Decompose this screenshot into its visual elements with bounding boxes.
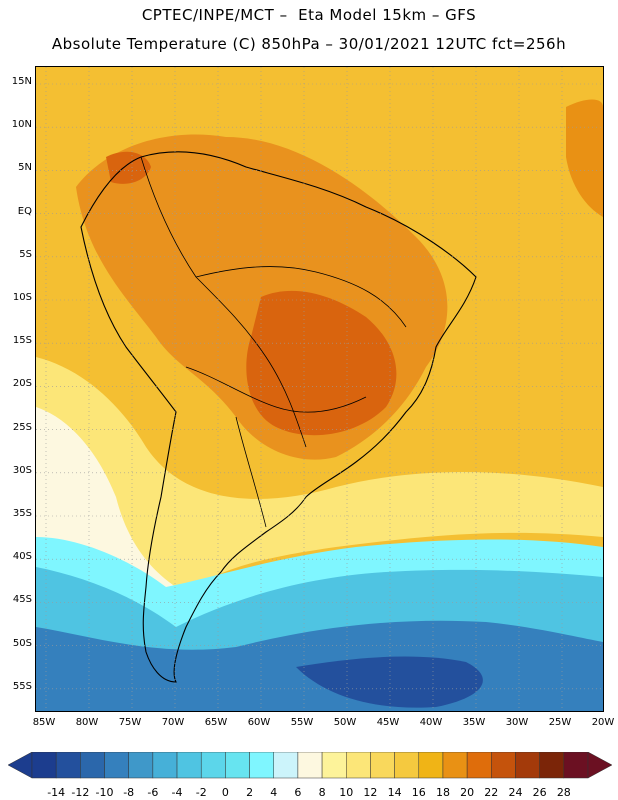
title-line-1: CPTEC/INPE/MCT – Eta Model 15km – GFS xyxy=(141,6,477,24)
longitude-label: 65W xyxy=(204,717,228,728)
colorbar-right-arrow xyxy=(587,752,612,779)
longitude-label: 75W xyxy=(118,717,142,728)
colorbar-swatch xyxy=(55,752,81,779)
colorbar-label: 28 xyxy=(556,786,571,799)
border-line xyxy=(195,266,407,328)
colorbar-swatch xyxy=(442,752,468,779)
latitude-label: 30S xyxy=(12,464,32,476)
hot-north-region xyxy=(106,151,151,184)
latitude-label: 15N xyxy=(11,76,32,87)
colorbar-swatch xyxy=(176,752,202,779)
colorbar-label: -4 xyxy=(171,786,183,799)
colorbar-label: 14 xyxy=(387,786,402,799)
graticule xyxy=(36,67,603,711)
colorbar-swatch xyxy=(563,752,589,779)
continent-outline xyxy=(80,151,477,683)
latitude-label: 25S xyxy=(12,421,32,433)
colorbar-swatch xyxy=(104,752,129,779)
colorbar-label: 6 xyxy=(294,786,302,799)
hot-core-region xyxy=(246,290,397,436)
latitude-label: 10S xyxy=(12,292,32,303)
colorbar-label: -12 xyxy=(71,786,90,799)
colorbar-label: 26 xyxy=(532,786,547,799)
colorbar-swatch xyxy=(370,752,395,779)
longitude-label: 55W xyxy=(290,717,314,728)
colorbar-label: 4 xyxy=(270,786,278,799)
latitude-label: 40S xyxy=(12,551,32,563)
colorbar-swatch xyxy=(273,752,299,779)
colorbar-swatch xyxy=(152,752,178,779)
border-line xyxy=(235,416,267,528)
colorbar-label: 16 xyxy=(411,786,426,799)
longitude-label: 25W xyxy=(548,717,572,728)
colorbar-swatch xyxy=(346,752,371,779)
colorbar-swatch xyxy=(321,752,347,779)
latitude-label: 10N xyxy=(11,119,32,131)
longitude-label: 35W xyxy=(462,717,486,728)
longitude-label: 50W xyxy=(333,717,357,728)
latitude-label: 20S xyxy=(12,378,32,390)
latitude-label: 5N xyxy=(18,162,32,174)
colorbar-swatch xyxy=(31,752,57,779)
longitude-label: 70W xyxy=(161,717,185,728)
longitude-label: 30W xyxy=(505,717,529,728)
colorbar-label: 12 xyxy=(363,786,378,799)
colorbar-label: 20 xyxy=(460,786,475,799)
colorbar-swatch xyxy=(418,752,444,779)
atlantic-warm-region xyxy=(566,99,603,217)
colorbar-label: -2 xyxy=(195,786,207,799)
colorbar-swatch xyxy=(80,752,105,779)
colorbar-label: 24 xyxy=(508,786,523,799)
colorbar-label: 0 xyxy=(221,786,229,799)
colorbar-label: -6 xyxy=(147,786,159,799)
longitude-label: 60W xyxy=(247,717,271,728)
colorbar-swatch xyxy=(225,752,250,779)
colorbar xyxy=(8,752,612,779)
map-canvas xyxy=(36,67,603,711)
colorbar-swatch xyxy=(394,752,420,779)
colorbar-swatch xyxy=(249,752,274,779)
colorbar-left-arrow xyxy=(8,752,33,779)
colorbar-swatch xyxy=(466,752,492,779)
longitude-label: 45W xyxy=(376,717,400,728)
mild-band xyxy=(36,357,603,602)
border-line xyxy=(140,156,307,448)
latitude-label: 55S xyxy=(12,680,32,692)
latitude-label: EQ xyxy=(17,205,32,217)
colorbar-label: -10 xyxy=(95,786,114,799)
colorbar-swatch xyxy=(200,752,226,779)
latitude-label: 50S xyxy=(12,637,32,649)
longitude-label: 40W xyxy=(419,717,443,728)
temperature-map xyxy=(35,66,604,712)
latitude-label: 35S xyxy=(12,508,32,519)
colorbar-label: 18 xyxy=(435,786,450,799)
border-line xyxy=(185,366,367,413)
colorbar-swatch xyxy=(515,752,540,779)
colorbar-swatch xyxy=(539,752,565,779)
colorbar-swatch xyxy=(297,752,323,779)
title-line-2: Absolute Temperature (C) 850hPa – 30/01/… xyxy=(51,35,567,53)
coldest-core xyxy=(296,656,483,708)
latitude-label: 5S xyxy=(19,248,32,260)
colorbar-swatch xyxy=(491,752,516,779)
colorbar-swatch xyxy=(128,752,154,779)
colorbar-label: 10 xyxy=(339,786,354,799)
longitude-label: 80W xyxy=(75,717,99,728)
colorbar-label: -8 xyxy=(123,786,135,799)
longitude-label: 20W xyxy=(591,717,615,728)
colorbar-label: -14 xyxy=(47,786,66,799)
colorbar-label: 22 xyxy=(484,786,499,799)
latitude-label: 15S xyxy=(12,335,32,347)
latitude-label: 45S xyxy=(12,594,32,606)
colorbar-label: 2 xyxy=(246,786,254,799)
colorbar-label: 8 xyxy=(318,786,326,799)
longitude-label: 85W xyxy=(32,717,56,728)
